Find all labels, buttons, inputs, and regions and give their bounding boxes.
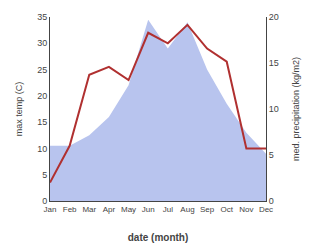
svg-text:35: 35 bbox=[37, 12, 47, 22]
svg-text:20: 20 bbox=[37, 91, 47, 101]
svg-text:Mar: Mar bbox=[82, 205, 96, 214]
svg-text:May: May bbox=[121, 205, 136, 214]
svg-text:20: 20 bbox=[269, 12, 279, 22]
svg-text:max temp (C): max temp (C) bbox=[14, 82, 24, 137]
svg-text:Aug: Aug bbox=[180, 205, 194, 214]
svg-text:5: 5 bbox=[42, 170, 47, 180]
svg-text:Apr: Apr bbox=[103, 205, 116, 214]
svg-text:10: 10 bbox=[269, 104, 279, 114]
svg-text:0: 0 bbox=[269, 196, 274, 206]
svg-text:Jul: Jul bbox=[163, 205, 173, 214]
svg-text:date (month): date (month) bbox=[128, 232, 189, 243]
svg-text:15: 15 bbox=[269, 58, 279, 68]
svg-text:Jan: Jan bbox=[44, 205, 57, 214]
svg-text:10: 10 bbox=[37, 144, 47, 154]
svg-text:Dec: Dec bbox=[259, 205, 273, 214]
svg-text:Feb: Feb bbox=[63, 205, 77, 214]
svg-text:med. precipitation (kg/m2): med. precipitation (kg/m2) bbox=[291, 57, 301, 161]
svg-text:30: 30 bbox=[37, 38, 47, 48]
svg-text:Oct: Oct bbox=[221, 205, 234, 214]
svg-text:15: 15 bbox=[37, 117, 47, 127]
svg-text:Jun: Jun bbox=[142, 205, 155, 214]
svg-text:0: 0 bbox=[42, 196, 47, 206]
svg-text:Sep: Sep bbox=[200, 205, 215, 214]
svg-text:Nov: Nov bbox=[239, 205, 253, 214]
svg-text:5: 5 bbox=[269, 150, 274, 160]
svg-text:25: 25 bbox=[37, 65, 47, 75]
